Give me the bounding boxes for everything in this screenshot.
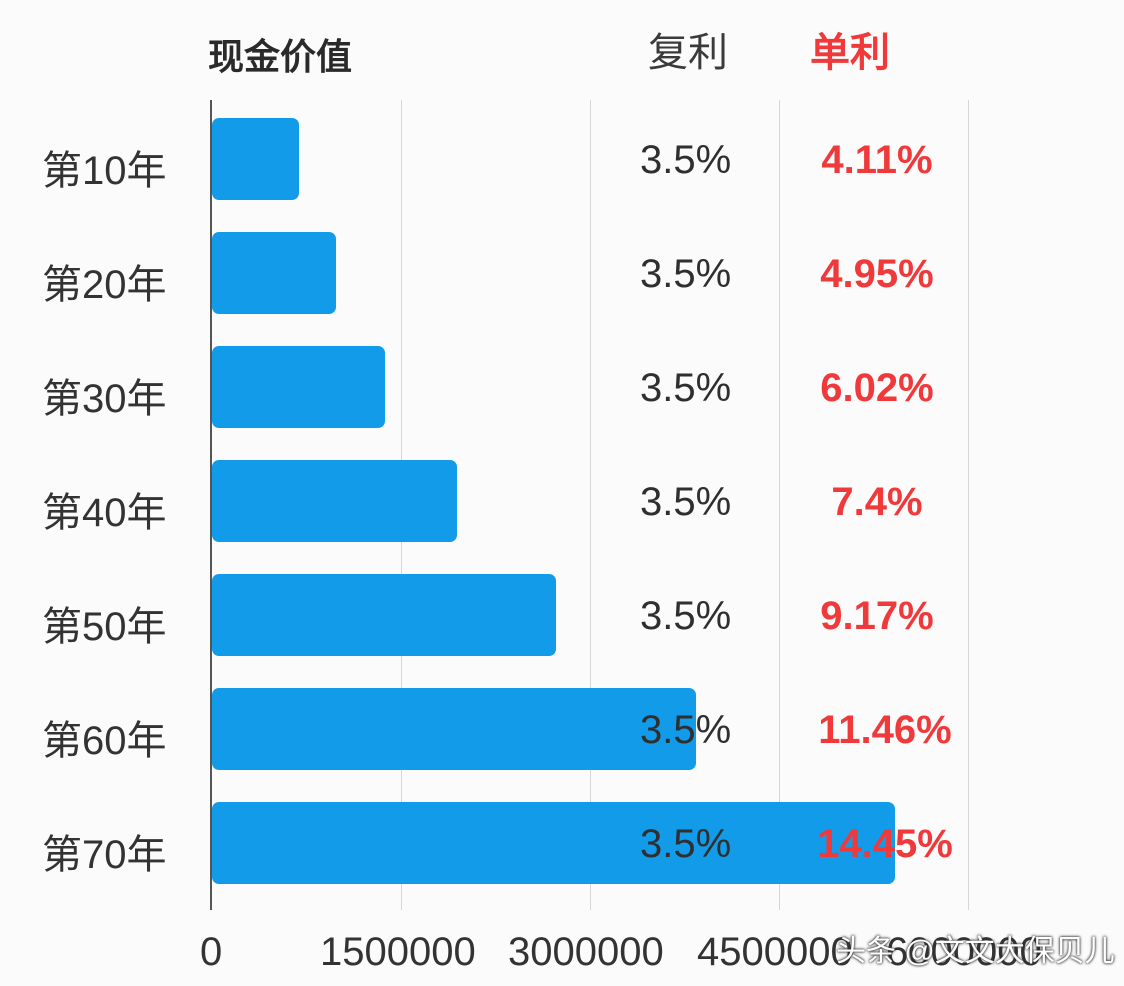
simple-rate: 9.17% <box>820 594 934 638</box>
row-label: 第60年 <box>42 719 167 763</box>
simple-rate: 14.45% <box>817 822 953 866</box>
bar <box>212 460 457 542</box>
row-label: 第20年 <box>42 263 167 307</box>
simple-rate: 4.95% <box>820 252 934 296</box>
watermark: 头条 @文文大保贝儿 <box>836 935 1115 968</box>
gridline-6000000 <box>968 100 969 910</box>
x-tick: 0 <box>200 930 223 974</box>
x-tick: 1500000 <box>320 930 476 974</box>
bar <box>212 232 336 314</box>
bar <box>212 118 299 200</box>
simple-rate: 11.46% <box>818 708 952 752</box>
bar <box>212 802 895 884</box>
bar <box>212 688 696 770</box>
x-tick: 6000000 <box>886 930 1042 974</box>
bar <box>212 574 556 656</box>
y-axis-line <box>210 100 212 910</box>
x-tick: 3000000 <box>508 930 664 974</box>
simple-rate: 4.11% <box>821 138 933 182</box>
compound-rate: 3.5% <box>640 366 732 410</box>
x-tick: 4500000 <box>697 930 853 974</box>
compound-rate-header: 复利 <box>648 31 728 75</box>
gridline-3000000 <box>590 100 591 910</box>
simple-rate: 6.02% <box>820 366 934 410</box>
row-label: 第30年 <box>42 377 167 421</box>
row-label: 第50年 <box>42 605 167 649</box>
row-label: 第70年 <box>42 833 167 877</box>
chart-title: 现金价值 <box>208 36 353 77</box>
simple-rate: 7.4% <box>831 480 923 524</box>
compound-rate: 3.5% <box>640 138 732 182</box>
compound-rate: 3.5% <box>640 708 732 752</box>
compound-rate: 3.5% <box>640 822 732 866</box>
compound-rate: 3.5% <box>640 252 732 296</box>
compound-rate: 3.5% <box>640 480 732 524</box>
bar <box>212 346 385 428</box>
gridline-4500000 <box>779 100 780 910</box>
row-label: 第10年 <box>42 149 167 193</box>
simple-rate-header: 单利 <box>810 31 890 75</box>
compound-rate: 3.5% <box>640 594 732 638</box>
row-label: 第40年 <box>42 491 167 535</box>
